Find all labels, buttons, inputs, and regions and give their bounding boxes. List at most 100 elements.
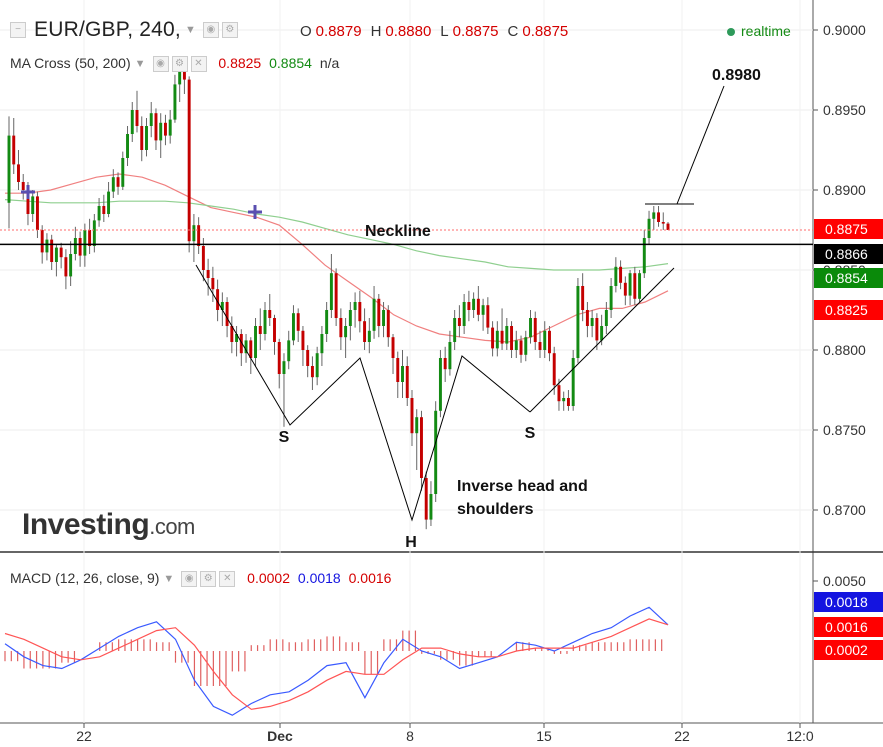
macd-signal-value: 0.0016 xyxy=(348,570,392,586)
annotation-head: H xyxy=(405,534,417,551)
eye-icon[interactable]: ◉ xyxy=(202,22,219,39)
macd-value: 0.0018 xyxy=(297,570,341,586)
macd-indicator-header[interactable]: MACD (12, 26, close, 9) ▼ ◉ ⚙ ✕ 0.0002 0.001… xyxy=(10,570,392,588)
candle-body xyxy=(130,110,134,134)
target-projection-line xyxy=(676,85,725,205)
logo-suffix: .com xyxy=(149,514,195,539)
candle-body xyxy=(419,417,423,478)
x-tick-label: 15 xyxy=(536,728,552,744)
open-value: 0.8879 xyxy=(315,23,362,40)
candle-body xyxy=(159,122,163,141)
candle-body xyxy=(145,126,148,150)
gear-icon[interactable]: ⚙ xyxy=(171,56,188,73)
candle-body xyxy=(102,206,106,214)
investing-logo: Investing.com xyxy=(22,508,195,542)
candle-body xyxy=(173,84,177,120)
price-tag-label: 0.8825 xyxy=(825,302,868,318)
candle-body xyxy=(187,79,191,242)
candle-body xyxy=(405,366,409,398)
candle-body xyxy=(206,270,210,278)
candle-body xyxy=(566,398,570,406)
candle-body xyxy=(201,246,205,270)
eye-icon[interactable]: ◉ xyxy=(152,56,169,73)
close-icon[interactable]: ✕ xyxy=(190,56,207,73)
candle-body xyxy=(476,298,480,315)
chevron-down-icon[interactable]: ▼ xyxy=(163,573,175,586)
status-dot-icon xyxy=(727,28,735,37)
candle-body xyxy=(40,230,44,253)
candle-body xyxy=(263,310,267,334)
candle-body xyxy=(149,113,153,126)
candle-body xyxy=(628,273,632,296)
candle-body xyxy=(363,321,367,342)
candle-body xyxy=(182,70,186,80)
candle-body xyxy=(377,298,381,326)
price-tag xyxy=(814,219,883,239)
pattern-outline xyxy=(195,264,531,522)
candle-body xyxy=(31,196,35,214)
candle-body xyxy=(661,222,665,224)
candle-body xyxy=(410,398,414,434)
price-tag xyxy=(814,300,883,320)
collapse-icon[interactable]: − xyxy=(10,22,26,39)
high-label: H xyxy=(370,23,382,40)
eye-icon[interactable]: ◉ xyxy=(181,571,198,588)
candle-body xyxy=(571,358,575,406)
price-tag xyxy=(814,592,883,612)
candle-body xyxy=(486,305,490,328)
price-tag-label: 0.8854 xyxy=(825,270,868,286)
candle-body xyxy=(258,326,262,334)
candle-body xyxy=(35,196,39,230)
candle-body xyxy=(562,398,566,402)
candle-body xyxy=(401,366,404,382)
candle-body xyxy=(50,239,54,262)
y-tick-label: 0.8900 xyxy=(823,182,866,198)
candle-body xyxy=(78,238,82,256)
annotation-right-shoulder: S xyxy=(525,425,536,442)
chevron-down-icon[interactable]: ▼ xyxy=(184,24,196,37)
candle-body xyxy=(254,326,258,358)
gear-icon[interactable]: ⚙ xyxy=(221,22,238,39)
realtime-indicator: realtime xyxy=(727,23,791,39)
candle-body xyxy=(434,410,438,494)
candle-body xyxy=(372,298,376,331)
x-tick-label: 22 xyxy=(674,728,690,744)
candle-body xyxy=(638,273,642,299)
candle-body xyxy=(581,286,585,310)
candle-body xyxy=(73,238,77,254)
chevron-down-icon[interactable]: ▼ xyxy=(134,58,146,71)
annotation-left-shoulder: S xyxy=(279,429,290,446)
candle-body xyxy=(353,302,357,310)
candle-body xyxy=(45,239,49,253)
candle-body xyxy=(424,478,428,520)
candle-body xyxy=(178,70,182,85)
candle-body xyxy=(548,330,551,354)
candle-body xyxy=(429,494,433,520)
candle-body xyxy=(386,310,390,338)
ma-indicator-header[interactable]: MA Cross (50, 200) ▼ ◉ ⚙ ✕ 0.8825 0.8854 n/a xyxy=(10,55,339,73)
candle-body xyxy=(576,286,580,358)
ma200-line xyxy=(4,199,669,271)
candle-body xyxy=(282,361,286,374)
ma-cross-marker xyxy=(248,205,262,219)
candle-body xyxy=(21,182,25,190)
price-tag xyxy=(814,244,883,264)
symbol-header[interactable]: − EUR/GBP, 240, ▼ ◉ ⚙ xyxy=(10,18,238,42)
candle-body xyxy=(192,225,196,242)
candle-body xyxy=(443,358,447,370)
x-tick-label: Dec xyxy=(267,728,293,744)
candle-body xyxy=(107,191,111,214)
price-tag-label: 0.0016 xyxy=(825,619,868,635)
candle-body xyxy=(325,310,329,334)
candle-body xyxy=(239,334,243,354)
candle-body xyxy=(225,302,229,326)
candle-body xyxy=(249,340,253,358)
gear-icon[interactable]: ⚙ xyxy=(200,571,217,588)
candle-body xyxy=(306,350,310,366)
close-icon[interactable]: ✕ xyxy=(219,571,236,588)
candle-body xyxy=(585,310,589,326)
candle-body xyxy=(268,310,272,318)
candle-body xyxy=(623,282,627,296)
candle-body xyxy=(595,318,599,341)
